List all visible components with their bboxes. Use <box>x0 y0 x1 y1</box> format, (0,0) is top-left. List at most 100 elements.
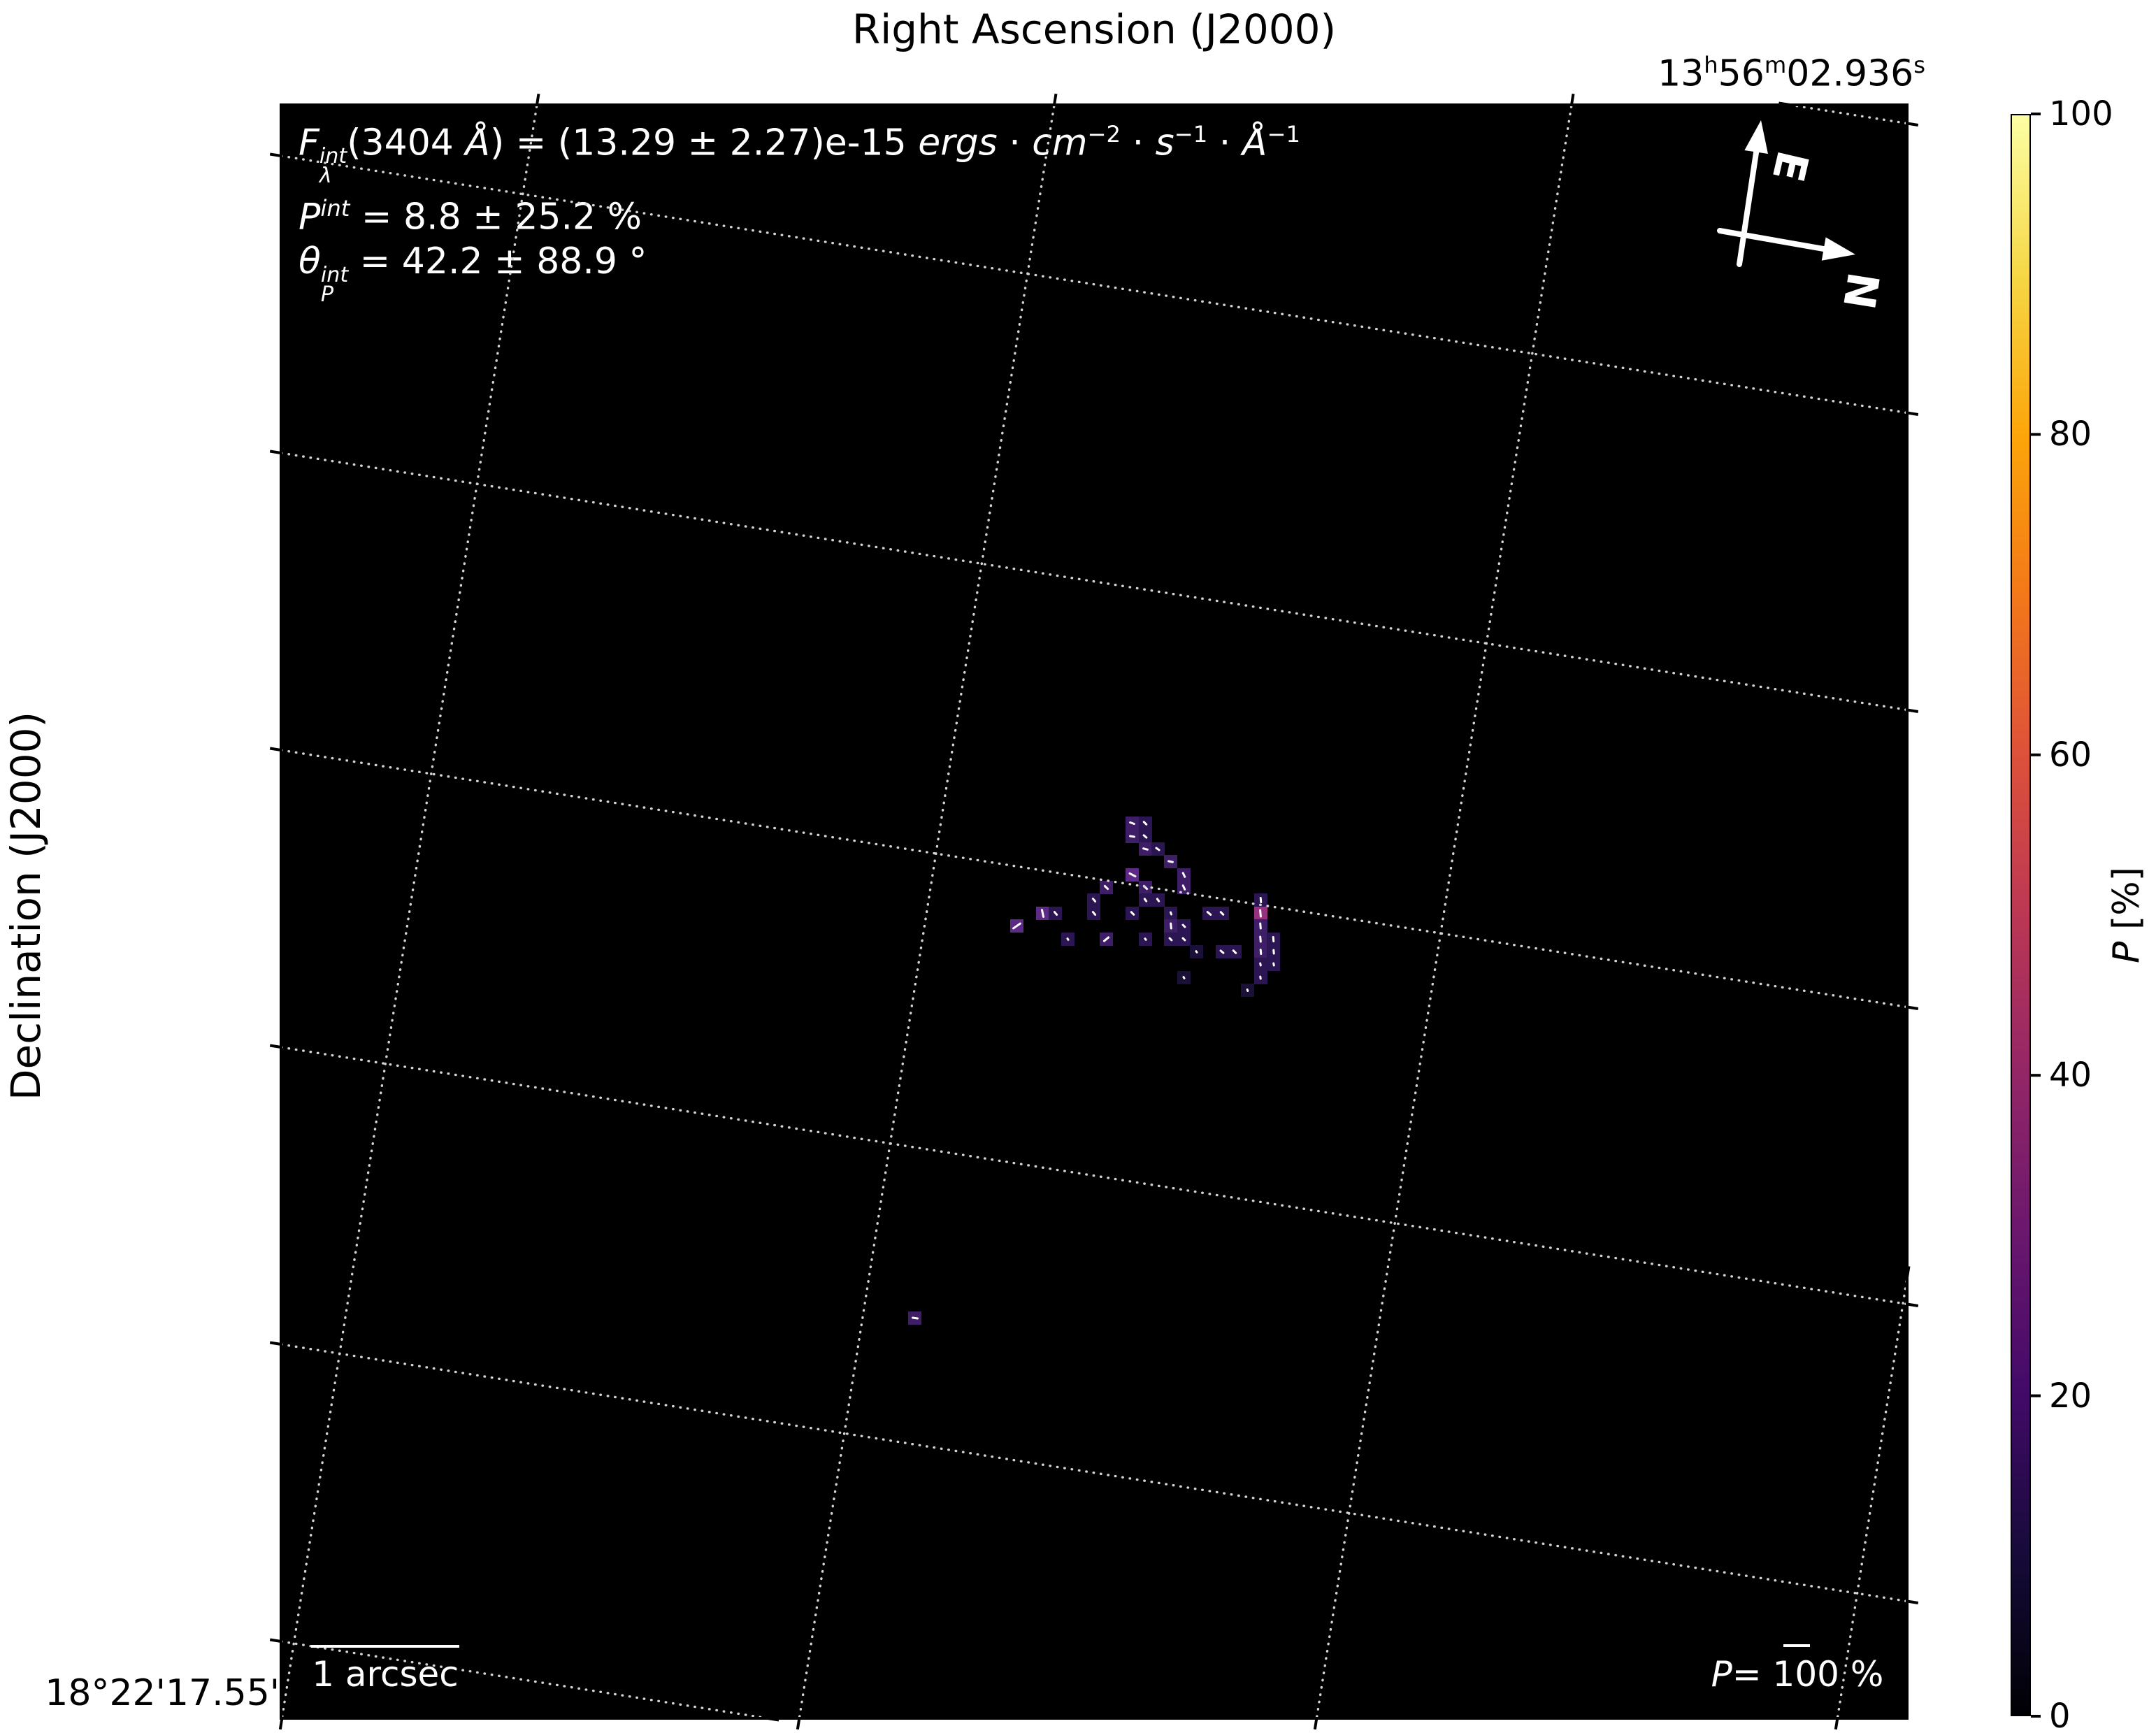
polarization-pixel <box>1177 919 1191 933</box>
angle-annotation: θ int P = 42.2 ± 88.9 ° <box>299 240 647 307</box>
polarization-pixel <box>1138 932 1152 946</box>
polarization-vector <box>1102 935 1111 942</box>
polarization-pixel <box>1126 829 1140 843</box>
polarization-vector <box>1167 860 1174 864</box>
polarization-vector <box>1169 922 1172 930</box>
polarization-annotation: Pint = 8.8 ± 25.2 % <box>299 194 642 238</box>
polarization-pixel <box>1126 868 1140 882</box>
polarization-pixel <box>1177 881 1191 895</box>
polarization-vector <box>1181 975 1186 979</box>
polarization-vector <box>1219 949 1226 955</box>
polarization-pixel <box>1138 893 1152 907</box>
axis-tick <box>1906 708 1919 713</box>
axis-tick <box>796 1718 801 1730</box>
polarization-vector <box>1012 922 1022 930</box>
polarization-pixel <box>1215 906 1229 920</box>
polarization-vector <box>1168 936 1174 942</box>
polarization-pixel <box>1189 944 1203 958</box>
polarization-pixel <box>1126 906 1140 920</box>
polarization-vector <box>1259 975 1263 980</box>
polarization-pixel <box>1010 919 1024 933</box>
polarization-vector <box>1246 988 1250 993</box>
polarization-vector <box>1259 897 1263 904</box>
polarization-pixel <box>1177 970 1191 984</box>
colorbar-axis-label: P [%] <box>2106 867 2148 963</box>
polarization-vector <box>1040 908 1045 918</box>
axis-tick <box>1906 1266 1911 1278</box>
dec-tick-label: 18°22'17.55" <box>45 1672 287 1714</box>
axis-tick <box>767 1717 779 1722</box>
axis-tick <box>1313 1718 1318 1730</box>
polarization-vector <box>1103 884 1110 891</box>
polarization-vector <box>1091 910 1097 916</box>
polarization-pixel <box>1253 958 1267 972</box>
polarization-pixel <box>1253 906 1267 920</box>
polarization-vector <box>1259 909 1263 918</box>
polarization-pixel <box>1164 855 1178 869</box>
polarization-vector <box>1206 910 1213 916</box>
polarization-vector <box>1272 949 1275 955</box>
scalebar-label: 1 arcsec <box>312 1654 459 1695</box>
polarization-pixel <box>1138 881 1152 895</box>
polarization-vector <box>1066 937 1070 941</box>
polarization-pixel <box>1087 906 1101 920</box>
polarization-vector <box>1142 820 1148 826</box>
colorbar-tick-label: 60 <box>2049 735 2092 775</box>
polarization-vector <box>911 1316 919 1320</box>
colorbar-tick-label: 40 <box>2049 1056 2092 1095</box>
polarization-vector <box>1181 936 1186 942</box>
colorbar-tick-label: 20 <box>2049 1376 2092 1416</box>
polarization-vector <box>1155 847 1161 852</box>
polarization-vector <box>1091 897 1097 903</box>
polarization-pixel <box>1253 944 1267 958</box>
polarization-pixel <box>1126 817 1140 830</box>
polarization-pixel <box>1253 919 1267 933</box>
axis-tick <box>1906 122 1919 127</box>
polarization-vector <box>1181 884 1186 891</box>
axis-tick <box>1053 93 1058 106</box>
polarization-vector <box>1143 937 1147 941</box>
polarization-pixel <box>1061 932 1075 946</box>
polarization-pixel <box>1253 932 1267 946</box>
polarization-vector <box>1142 884 1149 891</box>
polarization-pixel <box>1049 906 1063 920</box>
polarization-pixel <box>1202 906 1216 920</box>
axis-tick <box>269 450 282 454</box>
ra-tick-label: 13h56m02.936s <box>1658 52 1925 95</box>
polarization-vector <box>1272 935 1275 942</box>
polarization-pixel <box>1267 932 1281 946</box>
polarization-vector <box>1142 847 1149 851</box>
polarization-pixel <box>1100 881 1114 895</box>
polarization-pixel <box>1138 817 1152 830</box>
polarization-pixel <box>1177 932 1191 946</box>
polarization-pixel <box>1138 842 1152 856</box>
polarization-pixel <box>1253 970 1267 984</box>
axis-tick <box>269 152 282 157</box>
axis-tick <box>269 1044 282 1049</box>
polarization-pixel <box>1138 829 1152 843</box>
dec-axis-label: Declination (J2000) <box>2 711 50 1101</box>
axis-tick <box>1570 93 1575 106</box>
polarization-vector <box>1259 922 1263 930</box>
colorbar-tick-label: 80 <box>2049 415 2092 454</box>
polarization-pixel <box>1151 842 1165 856</box>
polarization-pixel <box>1177 868 1191 882</box>
plot-area <box>281 105 1907 1718</box>
compass-north-label: N <box>1832 268 1890 313</box>
colorbar-tick-label: 0 <box>2049 1697 2071 1733</box>
polarization-vector <box>1128 834 1136 838</box>
polarization-vector <box>1169 910 1173 916</box>
axis-tick <box>269 1341 282 1346</box>
polarization-pixel <box>1267 958 1281 972</box>
polarization-pixel <box>1215 944 1229 958</box>
polarization-pixel <box>1164 906 1178 920</box>
axis-tick <box>269 747 282 752</box>
page-title: Right Ascension (J2000) <box>851 6 1337 53</box>
polarization-vector <box>1129 910 1135 916</box>
polarization-vector <box>1232 949 1238 955</box>
polarization-vector <box>1181 871 1186 878</box>
polarization-vector <box>1194 949 1199 954</box>
